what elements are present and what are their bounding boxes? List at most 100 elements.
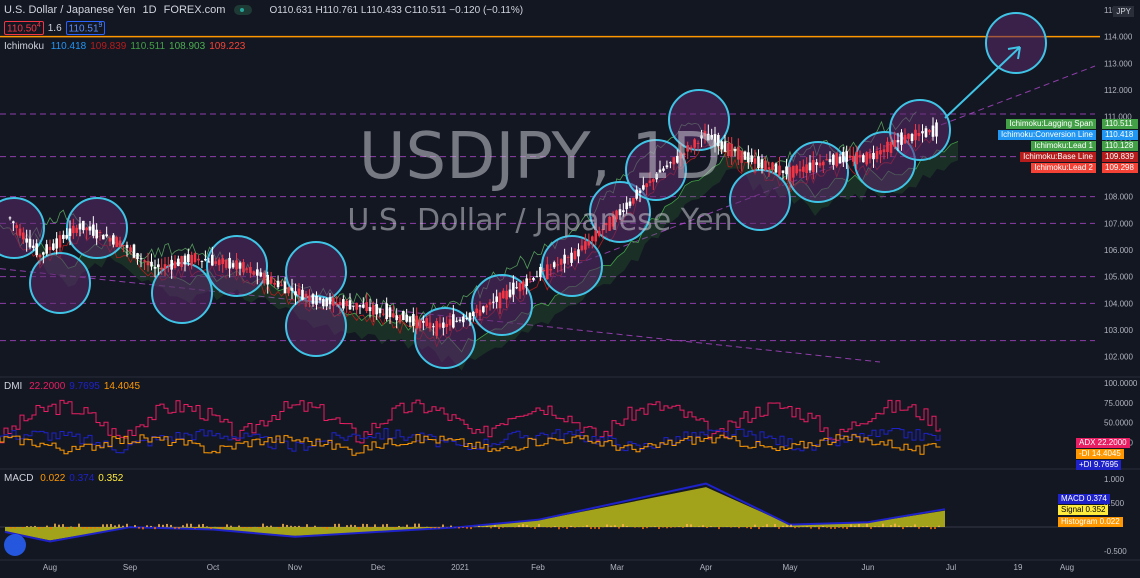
histogram-bar <box>434 527 436 529</box>
histogram-bar <box>58 524 60 528</box>
dmi-tag: ADX 22.2000 <box>1076 438 1130 448</box>
candle-body <box>935 122 938 137</box>
candle-body <box>508 289 512 297</box>
candle-body <box>886 141 889 153</box>
price-tag-value: 110.511 <box>1102 119 1138 129</box>
candle-body <box>294 291 297 296</box>
candle-body <box>207 261 211 263</box>
candle-body <box>412 314 415 326</box>
candle-body <box>266 274 269 285</box>
candle-body <box>778 165 781 176</box>
candle-body <box>868 153 872 159</box>
candle-body <box>395 315 398 321</box>
candle-body <box>332 297 335 306</box>
histogram-bar <box>346 525 348 528</box>
histogram-bar <box>154 527 156 530</box>
candle-body <box>577 249 580 257</box>
candle-body <box>788 167 792 182</box>
candle-body <box>552 262 556 268</box>
macd-tag: Signal 0.352 <box>1058 505 1109 515</box>
price-axis-tick: 102.000 <box>1104 353 1133 362</box>
candle-body <box>280 284 283 286</box>
histogram-bar <box>298 525 300 528</box>
candle-body <box>301 289 304 300</box>
legend-value: 110.418 <box>50 41 87 52</box>
candle-body <box>689 147 693 149</box>
dmi-tag: +DI 9.7695 <box>1076 460 1122 470</box>
candle-body <box>150 261 153 267</box>
annotation-circle <box>985 12 1047 74</box>
candle-body <box>696 142 700 144</box>
candle-body <box>525 278 528 287</box>
candle-body <box>238 262 242 269</box>
histogram-bar <box>778 527 780 529</box>
histogram-bar <box>806 526 808 528</box>
candle-body <box>468 312 472 321</box>
histogram-bar <box>398 525 400 528</box>
interval-label[interactable]: 1D <box>142 4 157 16</box>
candle-body <box>287 287 290 294</box>
histogram-bar <box>442 524 444 528</box>
buy-button[interactable]: 110.519 <box>65 21 106 36</box>
histogram-bar <box>290 525 292 528</box>
price-axis-tick: 107.000 <box>1104 219 1133 228</box>
candle-body <box>276 280 280 288</box>
histogram-bar <box>14 527 16 529</box>
histogram-bar <box>926 526 928 528</box>
symbol-name[interactable]: U.S. Dollar / Japanese Yen <box>4 4 136 16</box>
candle-body <box>743 151 747 160</box>
candle-body <box>889 141 893 153</box>
histogram-bar <box>66 527 68 529</box>
macd-line <box>4 482 946 543</box>
candle-body <box>522 281 525 290</box>
candle-body <box>658 169 662 173</box>
price-tag-value: 110.128 <box>1102 141 1138 151</box>
candle-body <box>92 224 95 236</box>
histogram-bar <box>922 526 924 528</box>
candle-body <box>818 162 822 166</box>
candle-body <box>750 155 753 163</box>
histogram-bar <box>94 527 96 529</box>
macd-tag: MACD 0.374 <box>1058 494 1110 504</box>
candle-body <box>348 300 352 310</box>
candle-body <box>618 209 622 216</box>
candle-body <box>591 236 594 242</box>
candle-body <box>580 245 584 251</box>
candle-body <box>648 180 652 184</box>
candle-body <box>217 259 221 266</box>
candle-body <box>455 320 458 322</box>
price-tag-value: 110.418 <box>1102 130 1138 140</box>
candle-body <box>283 281 287 294</box>
candle-body <box>774 163 778 173</box>
candle-body <box>318 297 322 301</box>
currency-label[interactable]: JPY <box>1113 6 1134 17</box>
histogram-bar <box>174 527 176 529</box>
ichimoku-legend[interactable]: Ichimoku 110.418 109.839 110.511 108.903 109… <box>4 41 246 52</box>
candle-body <box>747 152 750 163</box>
histogram-bar <box>210 527 212 529</box>
candle-body <box>682 153 686 156</box>
histogram-bar <box>882 523 884 528</box>
candle-body <box>601 229 604 231</box>
histogram-bar <box>118 524 120 528</box>
sell-button[interactable]: 110.504 <box>4 21 44 36</box>
candle-body <box>488 302 492 305</box>
candle-body <box>256 269 259 276</box>
histogram-bar <box>218 527 220 529</box>
histogram-bar <box>914 524 916 528</box>
candle-body <box>365 302 368 311</box>
macd-legend[interactable]: MACD 0.022 0.374 0.352 <box>4 473 124 484</box>
dmi-legend[interactable]: DMI 22.2000 9.7695 14.4045 <box>4 381 141 392</box>
candle-body <box>180 256 183 267</box>
candle-body <box>566 256 570 258</box>
candle-body <box>700 135 703 139</box>
histogram-bar <box>250 527 252 529</box>
histogram-bar <box>242 527 244 528</box>
candle-body <box>662 168 665 171</box>
x-axis-tick: May <box>782 563 797 572</box>
candle-body <box>32 245 35 249</box>
histogram-bar <box>458 527 460 529</box>
candle-body <box>845 151 848 162</box>
histogram-bar <box>730 527 732 528</box>
candle-body <box>669 162 672 164</box>
